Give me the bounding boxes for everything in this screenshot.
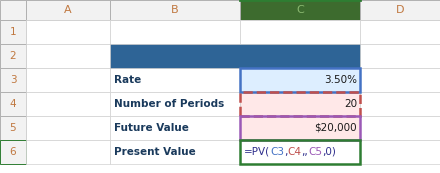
Bar (240, 44, 360, 68)
Bar (240, 116, 360, 140)
Bar (0, 44, 26, 68)
Bar (0, 140, 26, 164)
Bar (110, 44, 240, 68)
Bar (0, 20, 26, 44)
Bar (26, 140, 110, 164)
Text: C4: C4 (287, 147, 301, 157)
Bar (240, 68, 360, 92)
Bar (360, 140, 440, 164)
Text: Present Value: Present Value (114, 147, 196, 157)
Bar (240, 140, 360, 164)
Bar (240, 116, 360, 140)
Text: =PV(: =PV( (244, 147, 270, 157)
Text: Rate: Rate (114, 75, 141, 85)
Bar (240, 140, 360, 164)
Text: 6: 6 (10, 147, 16, 157)
Text: C5: C5 (308, 147, 322, 157)
Text: Future Value: Future Value (114, 123, 189, 133)
Bar (360, 116, 440, 140)
Bar (360, 20, 440, 44)
Bar (240, 20, 360, 44)
Bar (0, 92, 26, 116)
Bar (240, 92, 360, 116)
Text: 2: 2 (10, 51, 16, 61)
Bar (26, 68, 110, 92)
Text: 4: 4 (10, 99, 16, 109)
Text: ,0): ,0) (322, 147, 336, 157)
Bar (26, 20, 110, 44)
Bar (240, 0, 360, 20)
Bar (26, 116, 110, 140)
Text: 5: 5 (10, 123, 16, 133)
Text: ,,: ,, (301, 147, 308, 157)
Bar (0, 116, 26, 140)
Text: C: C (296, 5, 304, 15)
Bar (26, 92, 110, 116)
Bar (110, 140, 240, 164)
Bar (0, 68, 26, 92)
Bar (360, 44, 440, 68)
Text: B: B (171, 5, 179, 15)
Bar (110, 44, 360, 68)
Bar (26, 0, 110, 20)
Bar (110, 68, 240, 92)
Bar (26, 44, 110, 68)
Text: 1: 1 (10, 27, 16, 37)
Bar (110, 0, 240, 20)
Text: $20,000: $20,000 (314, 123, 357, 133)
Text: Number of Periods: Number of Periods (114, 99, 224, 109)
Bar (360, 92, 440, 116)
Bar (240, 92, 360, 116)
Text: ,: , (284, 147, 287, 157)
Text: 3.50%: 3.50% (324, 75, 357, 85)
Text: A: A (64, 5, 72, 15)
Bar (0, 0, 26, 20)
Text: 20: 20 (344, 99, 357, 109)
Bar (110, 20, 240, 44)
Bar (110, 116, 240, 140)
Text: D: D (396, 5, 404, 15)
Bar (360, 68, 440, 92)
Text: C3: C3 (270, 147, 284, 157)
Text: 3: 3 (10, 75, 16, 85)
Bar (240, 68, 360, 92)
Bar (360, 0, 440, 20)
Bar (110, 92, 240, 116)
